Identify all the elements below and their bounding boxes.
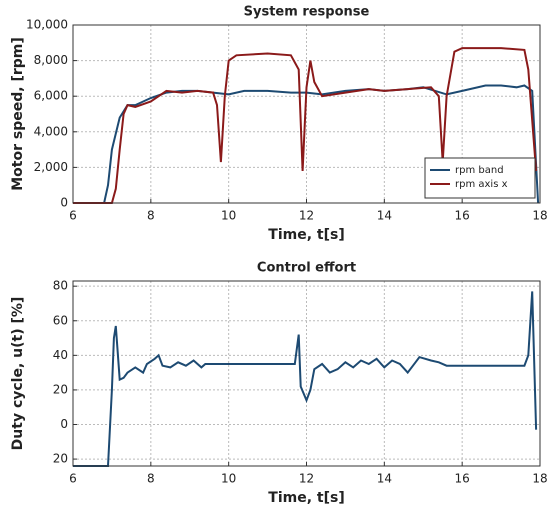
x-tick-label: 12	[299, 209, 314, 223]
x-tick-label: 8	[147, 472, 155, 486]
legend	[424, 157, 536, 199]
y-tick-label: 10,000	[26, 18, 68, 32]
plot-frame	[72, 24, 541, 204]
x-tick-label: 18	[532, 209, 547, 223]
y-tick-label: 0	[60, 196, 68, 210]
y-tick-label: 80	[53, 279, 68, 293]
x-tick-label: 16	[455, 472, 470, 486]
x-axis-label: Time, t[s]	[268, 490, 344, 506]
line-series	[73, 291, 538, 467]
y-tick-label: 6,000	[34, 89, 68, 103]
y-tick-label: 0	[60, 417, 68, 431]
y-tick-label: 2,000	[34, 160, 68, 174]
x-tick-label: 8	[147, 209, 155, 223]
x-tick-label: 14	[377, 472, 392, 486]
y-tick-label: 60	[53, 313, 68, 327]
legend-label: rpm band	[455, 165, 504, 176]
y-tick-label: 4,000	[34, 124, 68, 138]
x-tick-label: 10	[221, 209, 236, 223]
y-axis-label: Duty cycle, u(t) [%]	[10, 297, 26, 451]
x-tick-label: 14	[377, 209, 392, 223]
chart-title: System response	[244, 5, 370, 20]
legend-label: rpm axis x	[455, 179, 508, 190]
plot-frame	[72, 280, 541, 467]
x-tick-label: 6	[69, 472, 77, 486]
y-tick-label: 20	[53, 382, 68, 396]
x-axis-label: Time, t[s]	[268, 227, 344, 243]
chart-title: Control effort	[257, 261, 356, 276]
x-tick-label: 16	[455, 209, 470, 223]
x-tick-label: 18	[532, 472, 547, 486]
y-tick-label: 20	[53, 452, 68, 466]
x-tick-label: 6	[69, 209, 77, 223]
y-axis-label: Motor speed, [rpm]	[10, 37, 26, 191]
y-tick-label: 8,000	[34, 53, 68, 67]
y-tick-label: 40	[53, 348, 68, 362]
x-tick-label: 10	[221, 472, 236, 486]
x-tick-label: 12	[299, 472, 314, 486]
line-series	[73, 47, 538, 204]
